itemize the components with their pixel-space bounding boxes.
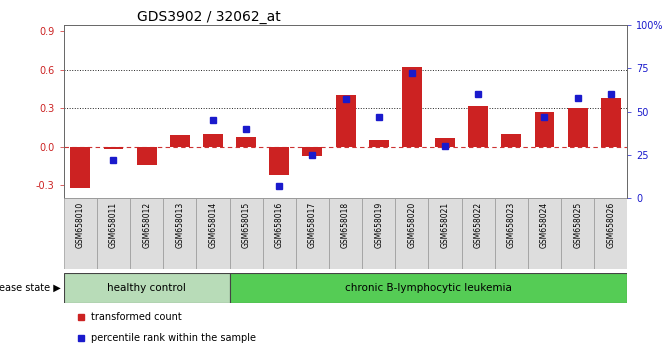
- Bar: [64, 198, 97, 269]
- Text: GSM658015: GSM658015: [242, 202, 250, 248]
- Text: GSM658017: GSM658017: [308, 202, 317, 248]
- Bar: [70, 147, 91, 188]
- Bar: [163, 198, 197, 269]
- Bar: [296, 198, 329, 269]
- Bar: [97, 198, 130, 269]
- Text: GSM658019: GSM658019: [374, 202, 383, 248]
- Bar: [535, 112, 554, 147]
- Bar: [395, 198, 429, 269]
- Text: GSM658014: GSM658014: [209, 202, 217, 248]
- Bar: [429, 198, 462, 269]
- Bar: [402, 67, 422, 147]
- Text: GSM658020: GSM658020: [407, 202, 417, 248]
- Text: transformed count: transformed count: [91, 312, 181, 322]
- Bar: [468, 106, 488, 147]
- Text: GSM658023: GSM658023: [507, 202, 516, 248]
- Bar: [362, 198, 395, 269]
- Bar: [303, 147, 322, 156]
- Text: GSM658026: GSM658026: [607, 202, 615, 248]
- Bar: [269, 147, 289, 175]
- Bar: [595, 198, 627, 269]
- Text: GSM658012: GSM658012: [142, 202, 151, 248]
- Bar: [203, 134, 223, 147]
- Text: GSM658024: GSM658024: [540, 202, 549, 248]
- Text: GDS3902 / 32062_at: GDS3902 / 32062_at: [137, 10, 280, 24]
- Text: healthy control: healthy control: [107, 282, 186, 293]
- Text: GSM658016: GSM658016: [274, 202, 284, 248]
- Text: GSM658021: GSM658021: [441, 202, 450, 248]
- Text: GSM658013: GSM658013: [175, 202, 185, 248]
- Bar: [170, 135, 190, 147]
- Text: GSM658022: GSM658022: [474, 202, 482, 248]
- Bar: [197, 198, 229, 269]
- Bar: [528, 198, 561, 269]
- Bar: [137, 147, 156, 165]
- Bar: [236, 137, 256, 147]
- Bar: [64, 273, 229, 303]
- Text: GSM658010: GSM658010: [76, 202, 85, 248]
- Bar: [568, 108, 588, 147]
- Text: disease state ▶: disease state ▶: [0, 282, 60, 293]
- Bar: [435, 138, 455, 147]
- Text: GSM658025: GSM658025: [573, 202, 582, 248]
- Bar: [103, 147, 123, 149]
- Text: GSM658018: GSM658018: [341, 202, 350, 248]
- Text: chronic B-lymphocytic leukemia: chronic B-lymphocytic leukemia: [345, 282, 512, 293]
- Bar: [501, 134, 521, 147]
- Text: GSM658011: GSM658011: [109, 202, 118, 248]
- Bar: [601, 98, 621, 147]
- Text: percentile rank within the sample: percentile rank within the sample: [91, 333, 256, 343]
- Bar: [229, 198, 262, 269]
- Bar: [262, 198, 296, 269]
- Bar: [369, 141, 389, 147]
- Bar: [329, 198, 362, 269]
- Bar: [561, 198, 595, 269]
- Bar: [495, 198, 528, 269]
- Bar: [229, 273, 627, 303]
- Bar: [462, 198, 495, 269]
- Bar: [130, 198, 163, 269]
- Bar: [336, 96, 356, 147]
